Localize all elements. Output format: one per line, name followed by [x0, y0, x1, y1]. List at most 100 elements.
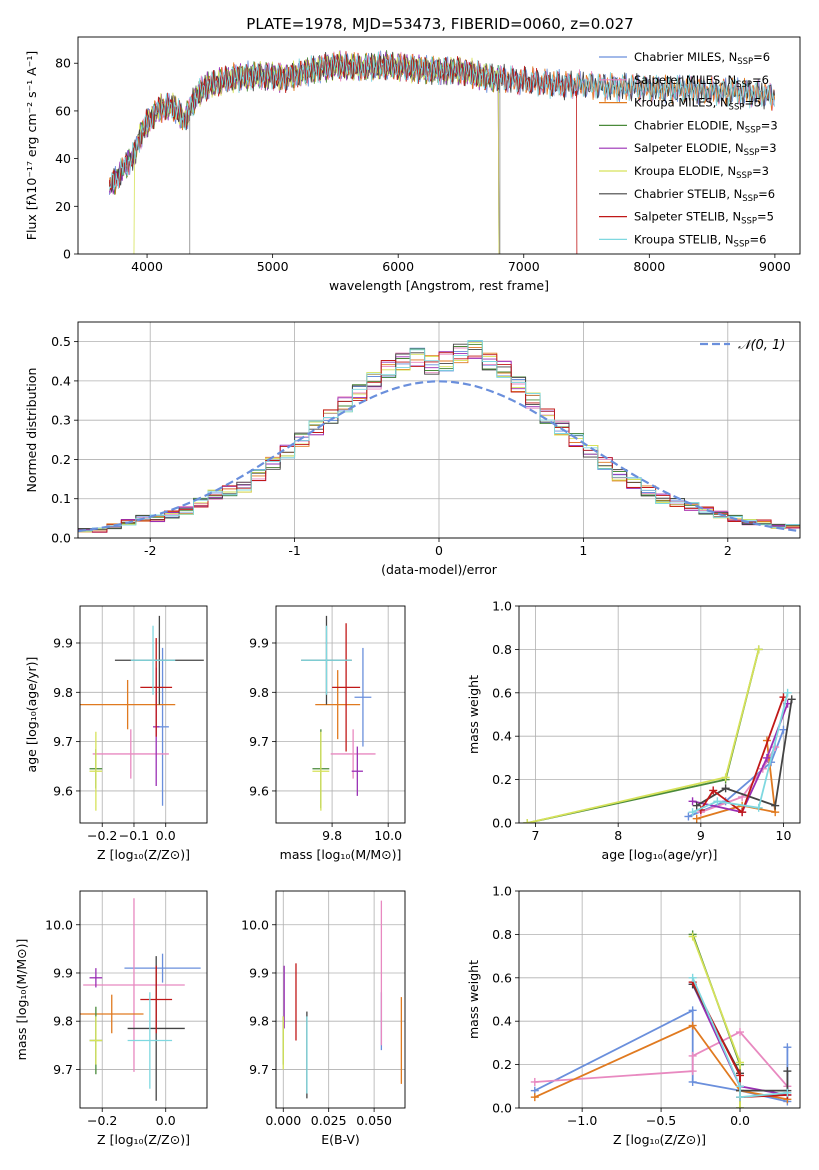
errorbar-salpeter-stelib	[140, 965, 173, 1034]
y-tick-label: 0.0	[492, 1101, 512, 1116]
errorbar-kroupa-stelib	[301, 625, 352, 695]
x-tick-label: 0.000	[265, 1113, 301, 1128]
marker-salpeter-elodie	[762, 753, 771, 762]
panel-1: 4000 5000 6000 7000 8000 9000 0 20 40 60 80 wavelen…	[24, 36, 801, 293]
plot-area	[523, 645, 796, 823]
y-tick-label: 9.6	[53, 783, 73, 798]
marker-salpeter-miles	[688, 1051, 697, 1060]
marker-chabrier-stelib	[783, 1067, 792, 1076]
y-tick-label: 0.3	[51, 413, 71, 428]
marker-salpeter-miles	[530, 1077, 539, 1086]
plot-area	[301, 615, 376, 811]
errorbar-kroupa-miles	[315, 670, 361, 740]
legend-label: Salpeter STELIB, NSSP=5	[634, 210, 774, 227]
axes-frame	[79, 605, 208, 824]
panel-5: 7 8 9 10 0.0 0.2 0.4 0.6 0.8 1.0 age [log₁₀(age/yr…	[466, 599, 801, 862]
x-tick-label: −1.0	[567, 1113, 597, 1128]
spectrum-line-salpeter-stelib	[109, 51, 578, 254]
y-tick-label: 9.9	[249, 635, 269, 650]
marker-chabrier-miles	[688, 1006, 697, 1015]
marker-salpeter-stelib	[738, 808, 747, 817]
x-tick-label: −0.2	[87, 1113, 117, 1128]
legend-label: Kroupa STELIB, NSSP=6	[634, 232, 766, 249]
x-tick-label: 7	[532, 828, 540, 843]
errorbar-salpeter-miles	[330, 729, 376, 779]
y-tick-label: 10.0	[45, 917, 73, 932]
axes-frame	[79, 890, 208, 1109]
y-tick-label: 9.8	[53, 1014, 73, 1029]
line-salpeter-stelib	[700, 696, 785, 814]
y-tick-label: 10.0	[241, 917, 269, 932]
x-tick-label: 4000	[131, 259, 163, 274]
y-axis-label: mass weight	[466, 675, 481, 754]
grid	[276, 606, 405, 823]
marker-chabrier-stelib	[771, 801, 780, 810]
marker-salpeter-elodie	[688, 797, 697, 806]
x-axis-label: E(B-V)	[321, 1132, 360, 1147]
grid	[519, 890, 800, 1109]
x-tick-label: 7000	[508, 259, 540, 274]
marker-kroupa-stelib	[713, 797, 722, 806]
x-axis-label: Z [log₁₀(Z/Z⊙)]	[613, 1132, 706, 1147]
marker-kroupa-elodie	[721, 773, 730, 782]
legend-label: 𝒩(0, 1)	[738, 338, 785, 353]
figure-title: PLATE=1978, MJD=53473, FIBERID=0060, z=0…	[246, 15, 633, 33]
y-tick-label: 9.7	[249, 1062, 269, 1077]
marker-kroupa-miles	[688, 1021, 697, 1030]
errorbar-chabrier-miles	[354, 647, 372, 747]
legend-label: Salpeter ELODIE, NSSP=3	[634, 141, 777, 158]
panel-7: 0.000 0.025 0.050 9.7 9.8 9.9 10.0 E(B-V)	[241, 890, 406, 1147]
x-tick-label: 0.050	[356, 1113, 392, 1128]
errorbar-salpeter-elodie	[89, 968, 103, 988]
marker-kroupa-miles	[530, 1093, 539, 1102]
x-tick-label: 10.0	[374, 828, 402, 843]
x-tick-label: 0.0	[156, 1113, 176, 1128]
y-tick-label: 0.2	[492, 772, 512, 787]
grid	[80, 606, 207, 823]
x-axis-label: (data-model)/error	[381, 562, 498, 577]
marker-kroupa-stelib	[736, 1093, 745, 1102]
y-tick-label: 0.4	[492, 1014, 512, 1029]
y-tick-label: 0.0	[51, 531, 71, 546]
x-axis-label: age [log₁₀(age/yr)]	[602, 847, 718, 862]
line-kroupa-stelib	[691, 977, 788, 1099]
marker-salpeter-stelib	[736, 1071, 745, 1080]
plot-area	[530, 930, 792, 1108]
marker-kroupa-stelib	[783, 1088, 792, 1097]
panel-4: 9.8 10.0 9.6 9.7 9.8 9.9 mass [log₁₀(M/M⊙)]	[249, 605, 406, 862]
y-tick-label: 0.4	[492, 729, 512, 744]
errorbar-kroupa-miles	[80, 994, 144, 1034]
marker-chabrier-stelib	[721, 784, 730, 793]
y-tick-label: 0.8	[492, 927, 512, 942]
errorbar-salpeter-elodie	[351, 746, 363, 796]
y-tick-label: 0.6	[492, 685, 512, 700]
marker-kroupa-stelib	[688, 973, 697, 982]
y-tick-label: 20	[55, 199, 71, 214]
y-tick-label: 1.0	[492, 599, 512, 614]
marker-chabrier-miles	[688, 1077, 697, 1086]
y-tick-label: 40	[55, 151, 71, 166]
line-chabrier-stelib	[696, 699, 793, 807]
plot-area	[282, 900, 403, 1099]
x-axis-label: mass [log₁₀(M/M⊙)]	[280, 847, 402, 862]
panel-6: −0.2 0.0 9.7 9.8 9.9 10.0 Z [log₁₀(Z/Z⊙)] mass …	[14, 890, 208, 1147]
marker-kroupa-elodie	[754, 645, 763, 654]
errorbar-salpeter-stelib	[332, 623, 361, 752]
marker-kroupa-elodie	[736, 1104, 745, 1108]
axes-frame	[275, 605, 406, 824]
y-tick-label: 0.2	[492, 1057, 512, 1072]
y-axis-label: Flux [fλ10⁻¹⁷ erg cm⁻² s⁻¹ A⁻¹]	[24, 51, 39, 240]
x-axis-label: wavelength [Angstrom, rest frame]	[329, 278, 549, 293]
y-tick-label: 0.8	[492, 642, 512, 657]
spectrum-line-kroupa-stelib	[109, 51, 775, 190]
x-tick-label: −0.1	[119, 828, 149, 843]
errorbar-chabrier-miles	[124, 953, 201, 983]
y-tick-label: 0	[63, 247, 71, 262]
plot-area	[109, 50, 775, 254]
errorbar-salpeter-miles	[83, 898, 185, 1072]
marker-kroupa-stelib	[754, 803, 763, 812]
x-axis-label: Z [log₁₀(Z/Z⊙)]	[97, 847, 190, 862]
plot-area	[80, 898, 201, 1101]
grid	[519, 605, 800, 824]
y-tick-label: 0.6	[492, 970, 512, 985]
